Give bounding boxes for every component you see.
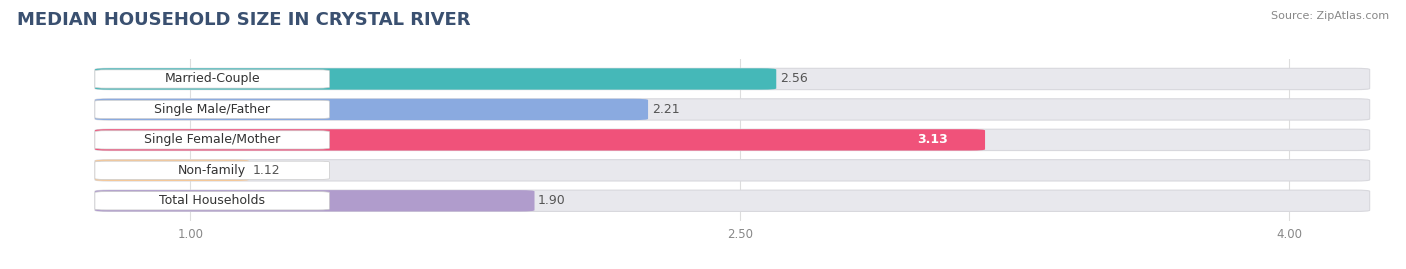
FancyBboxPatch shape — [96, 129, 1369, 151]
Text: 1.12: 1.12 — [253, 164, 280, 177]
Text: 2.56: 2.56 — [780, 72, 807, 86]
Text: 2.21: 2.21 — [652, 103, 679, 116]
FancyBboxPatch shape — [96, 190, 534, 211]
Text: Total Households: Total Households — [159, 194, 266, 207]
Text: 3.13: 3.13 — [918, 133, 949, 146]
FancyBboxPatch shape — [96, 161, 329, 179]
Text: Married-Couple: Married-Couple — [165, 72, 260, 86]
FancyBboxPatch shape — [96, 129, 986, 151]
FancyBboxPatch shape — [96, 70, 329, 88]
FancyBboxPatch shape — [96, 131, 329, 149]
FancyBboxPatch shape — [96, 99, 648, 120]
Text: Non-family: Non-family — [179, 164, 246, 177]
FancyBboxPatch shape — [96, 68, 1369, 90]
Text: Single Male/Father: Single Male/Father — [155, 103, 270, 116]
Text: 1.90: 1.90 — [538, 194, 565, 207]
FancyBboxPatch shape — [96, 160, 249, 181]
Text: Single Female/Mother: Single Female/Mother — [143, 133, 280, 146]
FancyBboxPatch shape — [96, 192, 329, 210]
FancyBboxPatch shape — [96, 99, 1369, 120]
FancyBboxPatch shape — [96, 68, 776, 90]
FancyBboxPatch shape — [96, 160, 1369, 181]
FancyBboxPatch shape — [96, 100, 329, 119]
Text: Source: ZipAtlas.com: Source: ZipAtlas.com — [1271, 11, 1389, 21]
FancyBboxPatch shape — [96, 190, 1369, 211]
Text: MEDIAN HOUSEHOLD SIZE IN CRYSTAL RIVER: MEDIAN HOUSEHOLD SIZE IN CRYSTAL RIVER — [17, 11, 471, 29]
